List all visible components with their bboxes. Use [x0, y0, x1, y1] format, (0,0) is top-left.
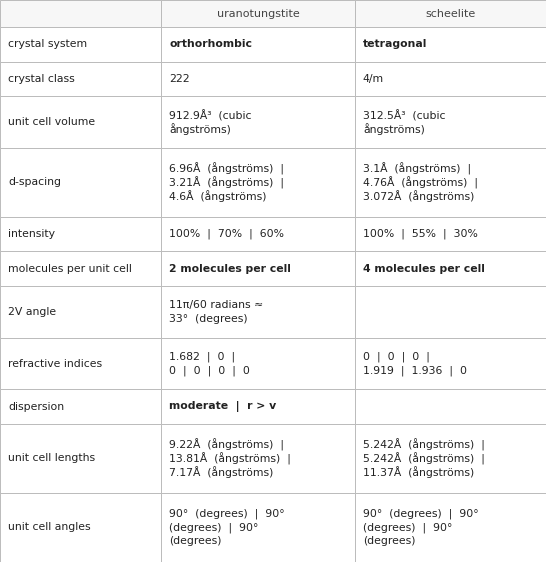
- Bar: [161, 493, 355, 562]
- Text: ångströms): ångströms): [363, 123, 425, 135]
- Text: molecules per unit cell: molecules per unit cell: [8, 264, 132, 274]
- Text: 222: 222: [169, 74, 189, 84]
- Text: uranotungstite: uranotungstite: [217, 8, 299, 19]
- Text: 2V angle: 2V angle: [8, 307, 56, 317]
- Bar: [0, 493, 161, 562]
- Text: crystal class: crystal class: [8, 74, 75, 84]
- Text: 4.76Å  (ångströms)  |: 4.76Å (ångströms) |: [363, 176, 478, 189]
- Bar: [355, 338, 546, 389]
- Bar: [0, 338, 161, 389]
- Text: unit cell lengths: unit cell lengths: [8, 454, 95, 464]
- Bar: [161, 62, 355, 96]
- Text: 9.22Å  (ångströms)  |: 9.22Å (ångströms) |: [169, 439, 284, 451]
- Bar: [355, 251, 546, 286]
- Bar: [0, 62, 161, 96]
- Text: 4/m: 4/m: [363, 74, 384, 84]
- Text: tetragonal: tetragonal: [363, 39, 428, 49]
- Bar: [0, 389, 161, 424]
- Text: 33°  (degrees): 33° (degrees): [169, 314, 248, 324]
- Text: scheelite: scheelite: [425, 8, 476, 19]
- Bar: [0, 286, 161, 338]
- Text: (degrees): (degrees): [169, 536, 222, 546]
- Bar: [355, 286, 546, 338]
- Text: d-spacing: d-spacing: [8, 178, 61, 188]
- Bar: [161, 338, 355, 389]
- Text: orthorhombic: orthorhombic: [169, 39, 252, 49]
- Bar: [0, 424, 161, 493]
- Text: 0  |  0  |  0  |  0: 0 | 0 | 0 | 0: [169, 365, 250, 375]
- Text: ångströms): ångströms): [169, 123, 231, 135]
- Text: 100%  |  55%  |  30%: 100% | 55% | 30%: [363, 229, 478, 239]
- Text: 912.9Å³  (cubic: 912.9Å³ (cubic: [169, 110, 252, 121]
- Bar: [0, 251, 161, 286]
- Bar: [355, 217, 546, 251]
- Bar: [161, 148, 355, 217]
- Bar: [0, 148, 161, 217]
- Text: 13.81Å  (ångströms)  |: 13.81Å (ångströms) |: [169, 452, 291, 465]
- Bar: [355, 389, 546, 424]
- Text: (degrees)  |  90°: (degrees) | 90°: [363, 522, 452, 533]
- Text: (degrees): (degrees): [363, 536, 416, 546]
- Bar: [355, 96, 546, 148]
- Text: 5.242Å  (ångströms)  |: 5.242Å (ångströms) |: [363, 452, 485, 465]
- Text: 3.072Å  (ångströms): 3.072Å (ångströms): [363, 190, 474, 202]
- Bar: [161, 286, 355, 338]
- Text: 2 molecules per cell: 2 molecules per cell: [169, 264, 291, 274]
- Text: 5.242Å  (ångströms)  |: 5.242Å (ångströms) |: [363, 439, 485, 451]
- Text: 4.6Å  (ångströms): 4.6Å (ångströms): [169, 190, 266, 202]
- Bar: [161, 96, 355, 148]
- Bar: [355, 493, 546, 562]
- Bar: [161, 389, 355, 424]
- Text: 11π/60 radians ≈: 11π/60 radians ≈: [169, 300, 263, 310]
- Text: 100%  |  70%  |  60%: 100% | 70% | 60%: [169, 229, 284, 239]
- Text: 312.5Å³  (cubic: 312.5Å³ (cubic: [363, 110, 446, 121]
- Text: 1.919  |  1.936  |  0: 1.919 | 1.936 | 0: [363, 365, 467, 375]
- Text: refractive indices: refractive indices: [8, 359, 102, 369]
- Text: 1.682  |  0  |: 1.682 | 0 |: [169, 352, 235, 362]
- Text: 4 molecules per cell: 4 molecules per cell: [363, 264, 485, 274]
- Bar: [355, 148, 546, 217]
- Text: 90°  (degrees)  |  90°: 90° (degrees) | 90°: [363, 509, 478, 519]
- Bar: [355, 62, 546, 96]
- Bar: [161, 217, 355, 251]
- Bar: [0, 96, 161, 148]
- Text: (degrees)  |  90°: (degrees) | 90°: [169, 522, 258, 533]
- Text: unit cell volume: unit cell volume: [8, 117, 95, 127]
- Text: dispersion: dispersion: [8, 402, 64, 412]
- Bar: [355, 424, 546, 493]
- Bar: [161, 27, 355, 62]
- Bar: [0, 217, 161, 251]
- Text: 6.96Å  (ångströms)  |: 6.96Å (ångströms) |: [169, 163, 284, 175]
- Text: 11.37Å  (ångströms): 11.37Å (ångströms): [363, 466, 474, 478]
- Text: intensity: intensity: [8, 229, 55, 239]
- Bar: [0, 27, 161, 62]
- Text: 7.17Å  (ångströms): 7.17Å (ångströms): [169, 466, 274, 478]
- Bar: [355, 27, 546, 62]
- Text: unit cell angles: unit cell angles: [8, 523, 91, 533]
- Bar: [355, 0, 546, 27]
- Text: crystal system: crystal system: [8, 39, 87, 49]
- Bar: [161, 0, 355, 27]
- Text: moderate  |  r > v: moderate | r > v: [169, 401, 276, 413]
- Text: 0  |  0  |  0  |: 0 | 0 | 0 |: [363, 352, 430, 362]
- Text: 90°  (degrees)  |  90°: 90° (degrees) | 90°: [169, 509, 284, 519]
- Text: 3.1Å  (ångströms)  |: 3.1Å (ångströms) |: [363, 163, 471, 175]
- Text: 3.21Å  (ångströms)  |: 3.21Å (ångströms) |: [169, 176, 284, 189]
- Bar: [161, 251, 355, 286]
- Bar: [0, 0, 161, 27]
- Bar: [161, 424, 355, 493]
